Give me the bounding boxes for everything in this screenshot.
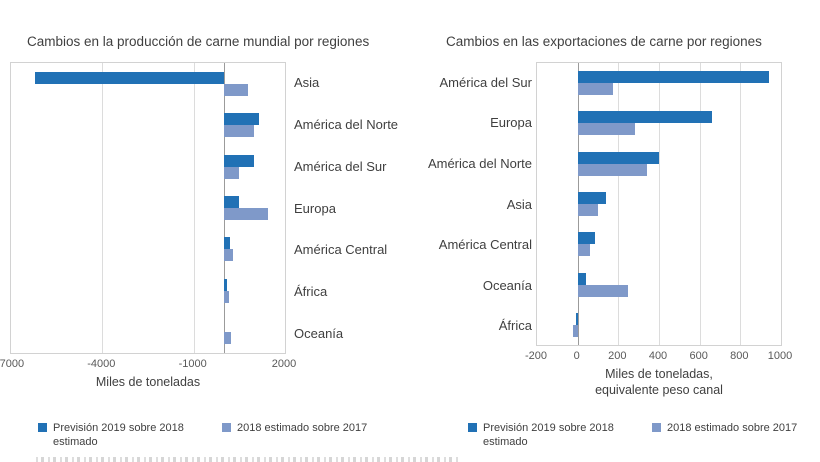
legend-swatch xyxy=(222,423,231,432)
bar-america-central-forecast-2019 xyxy=(224,237,230,250)
bar-africa-forecast-2019 xyxy=(224,278,228,291)
chart-title: Cambios en las exportaciones de carne po… xyxy=(446,34,762,49)
category-label-america-del-sur: América del Sur xyxy=(439,74,532,90)
bar-africa-estimate-2018 xyxy=(572,324,578,337)
legend-label-line: 2018 estimado sobre 2017 xyxy=(667,422,798,434)
gridline xyxy=(740,63,742,345)
bar-oceania-estimate-2018 xyxy=(577,284,629,297)
bar-america-del-sur-forecast-2019 xyxy=(577,71,769,84)
legend-item-forecast-2019: Previsión 2019 sobre 2018 estimado xyxy=(468,421,652,450)
bar-america-del-sur-forecast-2019 xyxy=(224,154,255,167)
category-label-america-del-norte: América del Norte xyxy=(427,155,532,171)
legend: Previsión 2019 sobre 2018 estimado 2018 es… xyxy=(38,421,367,450)
bar-europa-estimate-2018 xyxy=(224,208,269,220)
category-label-europa: Europa xyxy=(294,200,336,216)
category-label-america-central: América Central xyxy=(438,237,532,253)
legend-item-estimate-2018: 2018 estimado sobre 2017 xyxy=(222,421,367,435)
x-tick-label: -4000 xyxy=(87,358,116,370)
category-label-america-del-sur: América del Sur xyxy=(294,158,387,174)
legend-label-line: estimado xyxy=(483,436,528,449)
bar-africa-estimate-2018 xyxy=(224,290,229,303)
x-axis-tick-labels: -200 0 200 400 600 800 1000 xyxy=(525,350,792,363)
x-tick-label: 600 xyxy=(689,350,708,362)
bar-europa-forecast-2019 xyxy=(577,111,712,124)
legend-label: 2018 estimado sobre 2017 xyxy=(237,421,367,435)
category-label-africa: África xyxy=(498,318,532,334)
legend-label-line: estimado xyxy=(53,436,98,449)
gridline xyxy=(193,63,195,353)
bar-america-del-sur-estimate-2018 xyxy=(577,83,614,96)
plot-area xyxy=(10,62,286,354)
legend-item-forecast-2019: Previsión 2019 sobre 2018 estimado xyxy=(38,421,222,450)
x-tick-label: 400 xyxy=(648,350,668,362)
x-axis-tick-labels: -7000 -4000 -1000 2000 xyxy=(0,358,296,371)
x-tick-label: 1000 xyxy=(767,350,793,362)
x-axis-title: Miles de toneladas, equivalente peso cana… xyxy=(536,366,782,399)
bar-america-del-norte-forecast-2019 xyxy=(224,113,260,126)
bar-america-central-estimate-2018 xyxy=(577,244,590,257)
legend-swatch xyxy=(38,423,47,432)
x-axis-title-line: Miles de toneladas, xyxy=(605,367,713,381)
bar-america-central-forecast-2019 xyxy=(577,232,595,245)
category-label-america-del-norte: América del Norte xyxy=(294,117,399,133)
x-tick-label: -200 xyxy=(524,350,548,362)
bar-oceania-estimate-2018 xyxy=(224,332,232,345)
bar-europa-forecast-2019 xyxy=(224,196,240,208)
x-tick-label: 2000 xyxy=(271,358,297,370)
category-labels: Asia América del Norte América del Sur Euro… xyxy=(294,62,464,354)
category-label-oceania: Oceanía xyxy=(482,277,532,293)
x-tick-label: -1000 xyxy=(178,358,207,370)
gridline xyxy=(618,63,620,345)
legend-label-line: Previsión 2019 sobre 2018 xyxy=(53,422,184,434)
category-label-asia: Asia xyxy=(294,75,320,91)
x-axis-title-line: Miles de toneladas xyxy=(95,375,201,389)
bar-asia-forecast-2019 xyxy=(35,71,225,84)
legend-label-line: Previsión 2019 sobre 2018 xyxy=(483,422,614,434)
x-axis-title-line: equivalente peso canal xyxy=(595,383,723,398)
bar-asia-estimate-2018 xyxy=(577,204,598,216)
gridline xyxy=(102,63,104,353)
category-label-america-central: América Central xyxy=(294,242,388,258)
bar-america-central-estimate-2018 xyxy=(224,249,233,262)
plot-area xyxy=(536,62,782,346)
legend: Previsión 2019 sobre 2018 estimado 2018 es… xyxy=(468,421,797,450)
x-tick-label: 200 xyxy=(608,350,627,362)
bar-america-del-norte-forecast-2019 xyxy=(577,151,659,164)
legend-label: Previsión 2019 sobre 2018 estimado xyxy=(53,421,184,450)
bar-america-del-norte-estimate-2018 xyxy=(224,125,255,138)
legend-swatch xyxy=(468,423,477,432)
bar-africa-forecast-2019 xyxy=(575,312,578,325)
bar-america-del-norte-estimate-2018 xyxy=(577,163,647,176)
legend-label-line: 2018 estimado sobre 2017 xyxy=(237,422,368,434)
bar-asia-estimate-2018 xyxy=(224,83,249,96)
legend-label: 2018 estimado sobre 2017 xyxy=(667,421,797,435)
cropped-text-remnant xyxy=(36,457,460,462)
category-label-europa: Europa xyxy=(490,115,532,131)
x-tick-label: 0 xyxy=(573,350,580,362)
x-tick-label: 800 xyxy=(730,350,749,362)
chart-title: Cambios en la producción de carne mundia… xyxy=(27,34,370,49)
category-label-africa: África xyxy=(294,283,328,299)
bar-europa-estimate-2018 xyxy=(577,123,635,136)
x-axis-title: Miles de toneladas xyxy=(10,374,286,390)
category-label-asia: Asia xyxy=(506,196,532,212)
bar-america-del-sur-estimate-2018 xyxy=(224,166,240,179)
legend-swatch xyxy=(652,423,661,432)
legend-item-estimate-2018: 2018 estimado sobre 2017 xyxy=(652,421,797,435)
gridline xyxy=(659,63,660,345)
gridline xyxy=(699,63,701,345)
bar-oceania-forecast-2019 xyxy=(577,272,586,285)
category-label-oceania: Oceanía xyxy=(294,325,344,341)
bar-asia-forecast-2019 xyxy=(577,192,607,204)
category-labels: América del Sur Europa América del Norte As… xyxy=(366,62,532,346)
legend-label: Previsión 2019 sobre 2018 estimado xyxy=(483,421,614,450)
x-tick-label: -7000 xyxy=(0,358,25,370)
